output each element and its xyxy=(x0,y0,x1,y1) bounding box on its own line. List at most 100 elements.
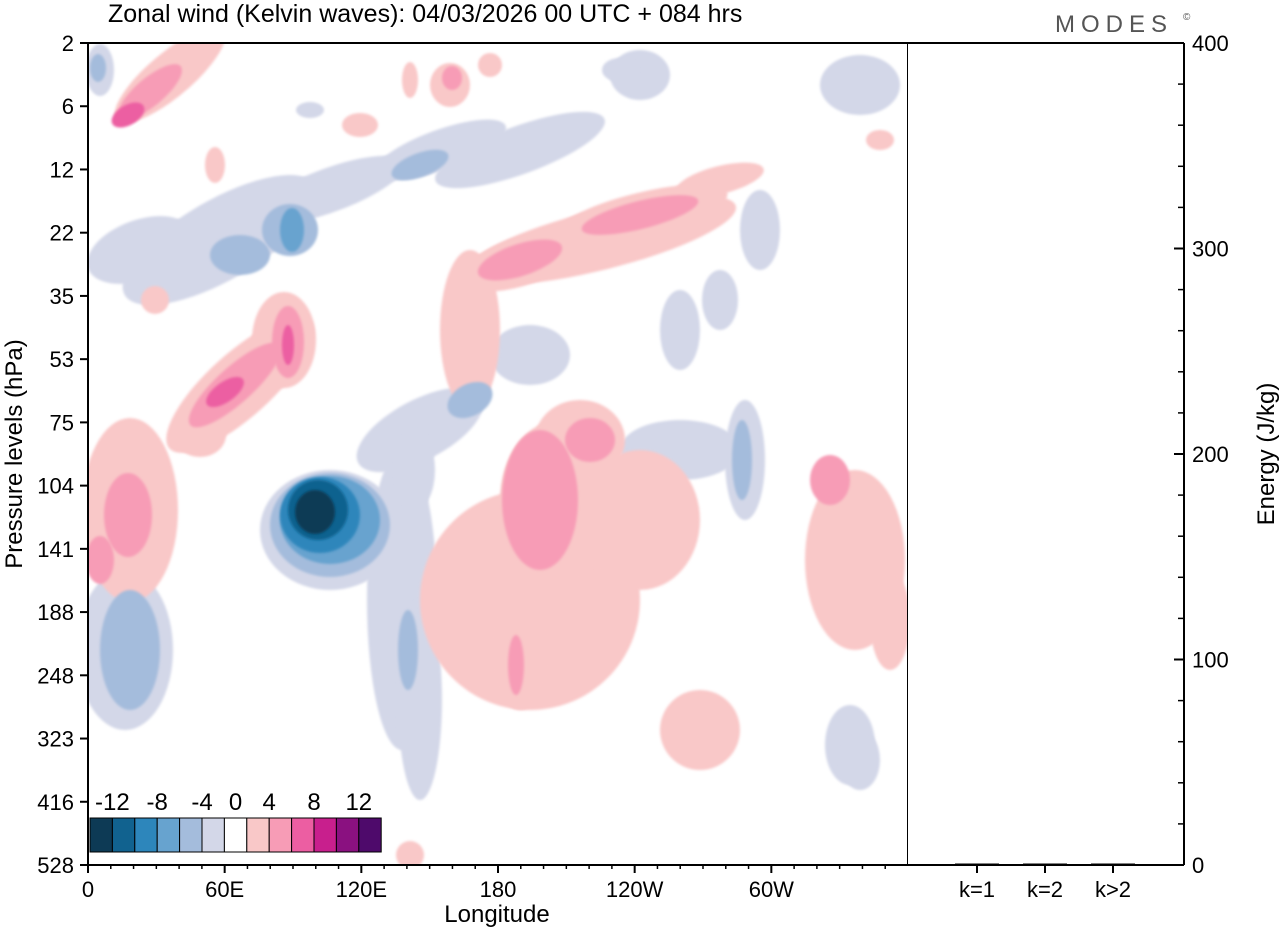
wind-contour xyxy=(280,208,304,252)
wind-contour xyxy=(402,62,418,98)
y-tick-label: 12 xyxy=(50,157,74,182)
colorbar: -12 -8 -4 0 4 8 12 xyxy=(86,785,384,859)
wind-contour xyxy=(565,418,615,462)
wind-contours xyxy=(88,43,908,865)
energy-tick-label: 0 xyxy=(1192,853,1204,878)
wind-contour xyxy=(660,290,700,370)
colorbar-label: -8 xyxy=(147,789,168,816)
y-tick-label: 104 xyxy=(37,474,74,499)
wind-contour xyxy=(478,53,502,77)
colorbar-swatch xyxy=(134,817,158,853)
wind-contour xyxy=(100,590,160,710)
colorbar-swatch xyxy=(179,817,203,853)
energy-tick-label: 300 xyxy=(1192,237,1229,262)
wind-contour xyxy=(342,113,378,137)
wind-contour xyxy=(602,58,638,82)
y-tick-label: 22 xyxy=(50,221,74,246)
x-tick-label: 180 xyxy=(480,877,517,902)
energy-tick-label: 200 xyxy=(1192,442,1229,467)
y-tick-label: 188 xyxy=(37,600,74,625)
wind-contour xyxy=(870,570,908,670)
chart-title: Zonal wind (Kelvin waves): 04/03/2026 00… xyxy=(108,0,742,28)
colorbar-label: 0 xyxy=(229,789,242,816)
wind-contour xyxy=(810,455,850,505)
wind-contour xyxy=(111,102,145,128)
wind-contour xyxy=(502,430,578,570)
x-tick-label: 120E xyxy=(336,877,387,902)
wind-contour xyxy=(174,413,226,457)
colorbar-swatch xyxy=(201,817,225,853)
y-tick-label: 323 xyxy=(37,727,74,752)
wind-contour xyxy=(141,286,169,314)
wind-contour xyxy=(295,490,335,534)
y-tick-label: 141 xyxy=(37,537,74,562)
x-axis-title: Longitude xyxy=(444,901,549,928)
wind-contour xyxy=(676,162,764,198)
x-tick-label: 120W xyxy=(606,877,664,902)
wind-contour xyxy=(740,190,780,270)
wind-contour xyxy=(435,111,605,189)
energy-tick-label: 100 xyxy=(1192,648,1229,673)
y-axis-pressure: 2 6 12 22 35 53 75 104 141 188 248 323 416 528 xyxy=(37,31,88,878)
wind-contour xyxy=(490,325,570,385)
wind-contour xyxy=(88,536,114,584)
wind-contour xyxy=(580,450,700,590)
y-tick-label: 75 xyxy=(50,410,74,435)
colorbar-swatch xyxy=(111,817,136,853)
colorbar-label: -12 xyxy=(95,789,130,816)
wind-contour xyxy=(447,381,493,419)
wind-contour xyxy=(702,270,738,330)
colorbar-label: 12 xyxy=(345,789,372,816)
y-tick-label: 53 xyxy=(50,347,74,372)
heatmap-panel: -12 -8 -4 0 4 8 12 261222355375104141188248323… xyxy=(1,31,909,928)
wind-contour xyxy=(866,130,894,150)
wind-contour xyxy=(442,66,462,90)
energy-category-label: k=2 xyxy=(1027,877,1063,902)
x-tick-label: 0 xyxy=(82,877,94,902)
energy-axis-title: Energy (J/kg) xyxy=(1253,383,1280,526)
colorbar-swatch xyxy=(89,817,113,853)
colorbar-label: 8 xyxy=(307,789,320,816)
colorbar-swatch xyxy=(358,817,382,853)
colorbar-label: 4 xyxy=(263,789,276,816)
wind-contour xyxy=(732,420,752,500)
y-tick-label: 6 xyxy=(62,94,74,119)
energy-bars: k=1 k=2 k>2 xyxy=(955,863,1135,902)
wind-contour xyxy=(820,55,900,115)
modes-logo: MODES © xyxy=(1055,11,1191,38)
colorbar-swatch xyxy=(313,817,337,853)
wind-contour xyxy=(90,54,106,82)
energy-category-label: k>2 xyxy=(1095,877,1131,902)
energy-background xyxy=(908,43,1184,865)
y-tick-label: 528 xyxy=(37,853,74,878)
colorbar-swatch xyxy=(291,817,315,853)
y-tick-label: 35 xyxy=(50,284,74,309)
wind-contour xyxy=(282,325,294,365)
y-tick-label: 2 xyxy=(62,31,74,56)
wind-contour xyxy=(508,635,524,695)
wind-contour xyxy=(296,102,324,118)
colorbar-swatch xyxy=(156,817,181,853)
wind-contour xyxy=(206,376,244,408)
colorbar-swatch xyxy=(268,817,293,853)
wind-contour xyxy=(88,216,193,284)
wind-contour xyxy=(840,730,880,790)
wind-contour xyxy=(581,195,699,235)
energy-tick-label: 400 xyxy=(1192,31,1229,56)
colorbar-label: -4 xyxy=(191,789,212,816)
wind-contour xyxy=(391,149,449,181)
colorbar-swatch xyxy=(223,817,248,853)
wind-contour xyxy=(477,239,563,281)
wind-contour xyxy=(395,430,435,510)
x-tick-label: 60W xyxy=(749,877,794,902)
brand-mark: © xyxy=(1183,12,1191,23)
y-axis-title: Pressure levels (hPa) xyxy=(1,339,28,568)
brand-name: MODES xyxy=(1055,11,1173,38)
wind-contour xyxy=(396,841,424,865)
wind-contour xyxy=(660,690,740,770)
wind-contour xyxy=(398,610,418,690)
colorbar-swatch xyxy=(246,817,270,853)
wind-contour xyxy=(205,147,225,183)
energy-category-label: k=1 xyxy=(959,877,995,902)
